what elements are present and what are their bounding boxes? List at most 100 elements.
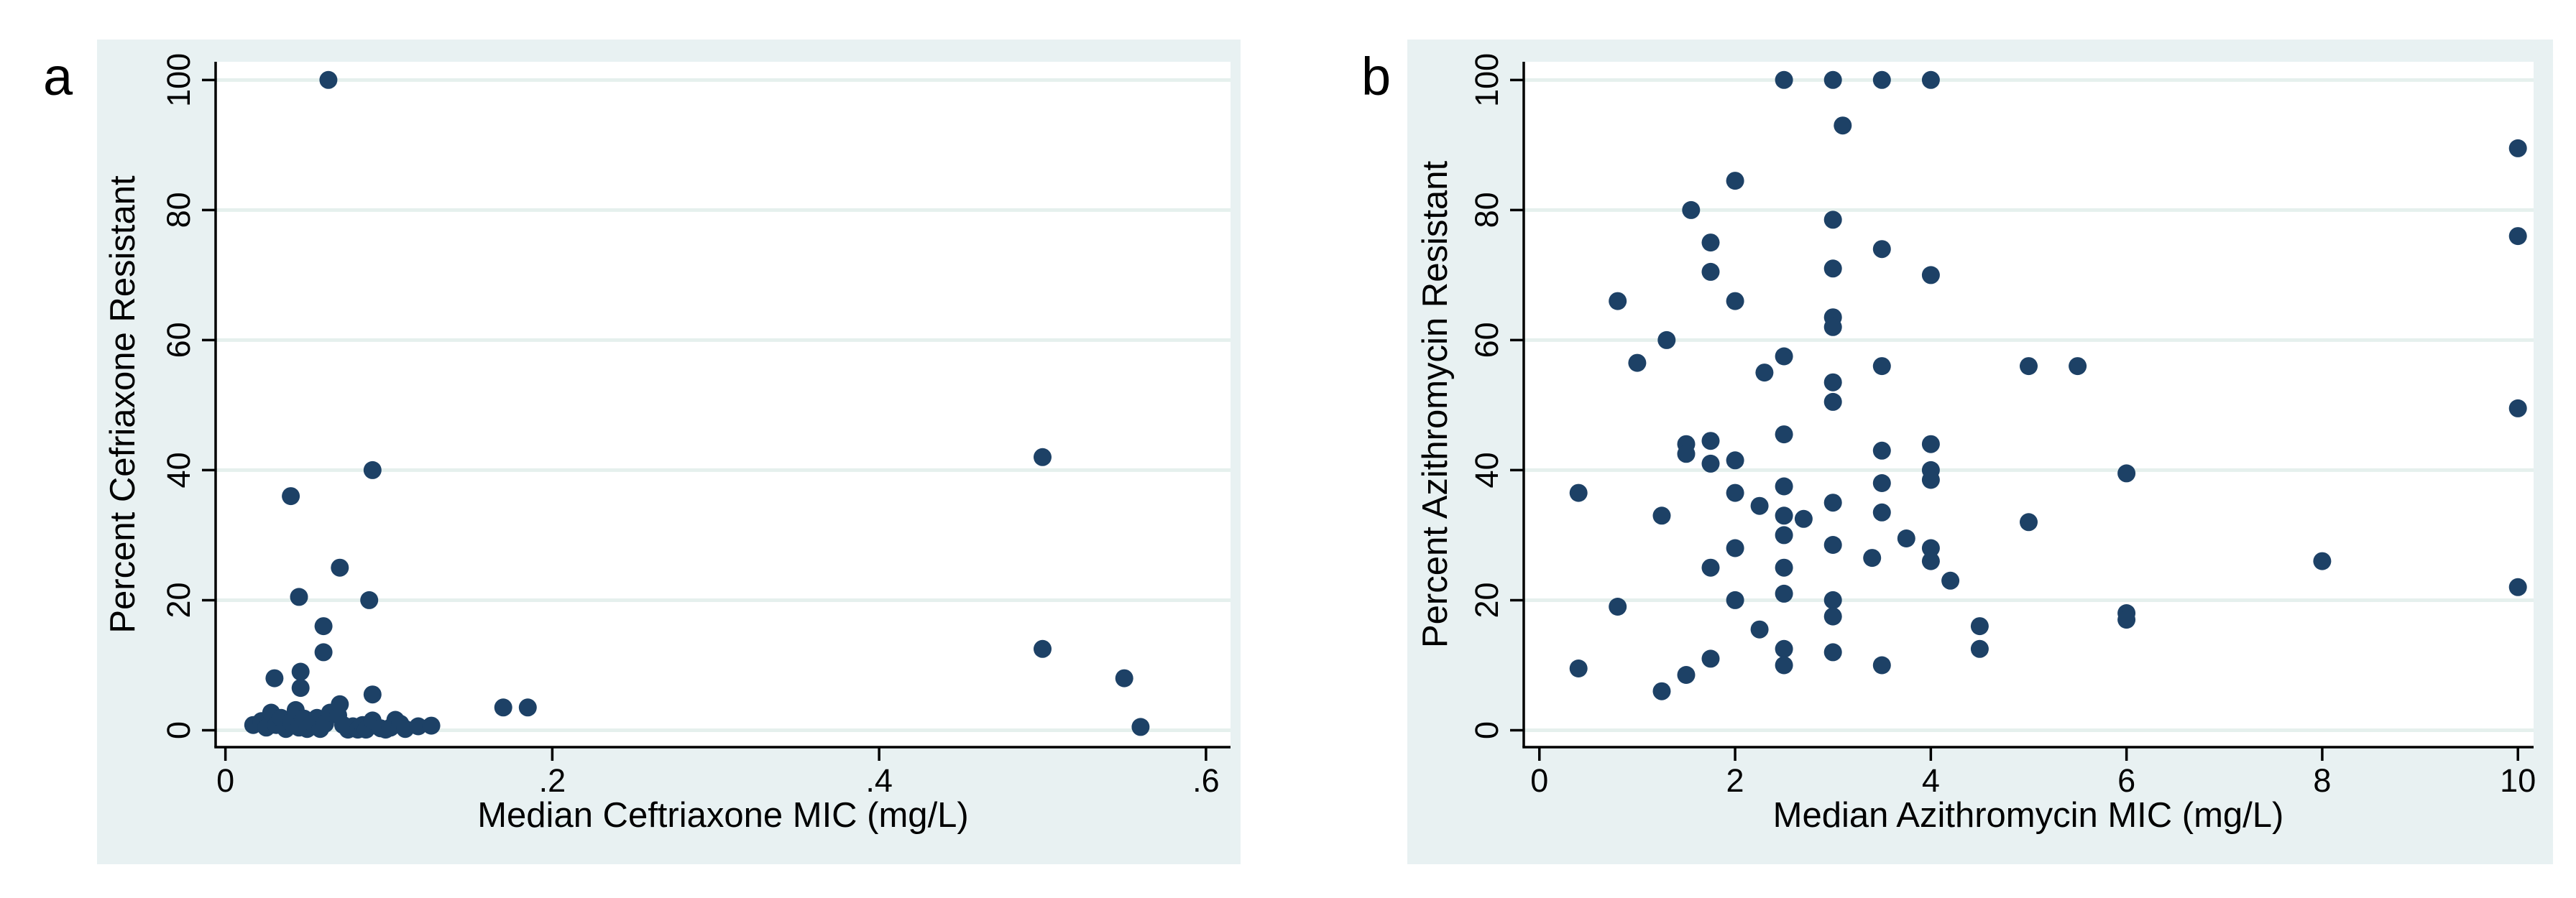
data-point xyxy=(1775,584,1793,603)
data-points xyxy=(244,70,1150,739)
y-tick-label: 100 xyxy=(160,53,197,107)
y-tick-label: 40 xyxy=(1468,452,1505,488)
data-point xyxy=(1726,539,1744,557)
data-point xyxy=(2313,552,2332,570)
data-point xyxy=(1652,506,1671,525)
data-point xyxy=(2117,464,2136,483)
data-points xyxy=(1569,70,2527,700)
data-point xyxy=(1750,620,1769,639)
data-point xyxy=(1872,656,1891,675)
data-point xyxy=(1823,643,1842,662)
data-point xyxy=(1941,571,1960,590)
data-point xyxy=(1863,549,1882,568)
data-point xyxy=(1682,200,1701,219)
data-point xyxy=(282,487,300,506)
data-point xyxy=(1775,347,1793,366)
data-point xyxy=(363,685,382,704)
plot-area xyxy=(1524,62,2534,747)
x-axis-title: Median Ceftriaxone MIC (mg/L) xyxy=(477,796,969,835)
data-point xyxy=(2508,139,2527,157)
data-point xyxy=(1115,669,1133,688)
data-point xyxy=(1823,210,1842,229)
data-point xyxy=(1750,496,1769,515)
data-point xyxy=(1775,425,1793,444)
data-point xyxy=(1755,364,1774,382)
data-point xyxy=(1775,639,1793,658)
data-point xyxy=(1970,639,1989,658)
data-point xyxy=(2117,611,2136,629)
data-point xyxy=(422,716,441,735)
y-tick-label: 100 xyxy=(1468,53,1505,107)
data-point xyxy=(1726,483,1744,502)
data-point xyxy=(1897,529,1915,547)
data-point xyxy=(1609,292,1627,310)
data-point xyxy=(1726,172,1744,190)
y-tick-label: 60 xyxy=(1468,322,1505,358)
data-point xyxy=(331,695,349,713)
x-tick-label: 2 xyxy=(1726,762,1744,799)
data-point xyxy=(1794,509,1813,528)
data-point xyxy=(2508,578,2527,596)
data-point xyxy=(1652,682,1671,700)
data-point xyxy=(2069,357,2087,376)
data-point xyxy=(265,669,284,688)
data-point xyxy=(1131,718,1150,736)
data-point xyxy=(1701,432,1720,450)
y-tick-label: 60 xyxy=(160,322,197,358)
data-point xyxy=(1775,70,1793,89)
data-point xyxy=(1823,392,1842,411)
data-point xyxy=(291,679,310,698)
data-point xyxy=(1034,448,1052,466)
y-axis-title: Percent Azithromycin Resistant xyxy=(1416,161,1455,648)
data-point xyxy=(1970,617,1989,636)
ceftriaxone-scatter-plot: 0 20 40 60 80 100 0 .2 .4 .6 Median Ceftriaxone M… xyxy=(104,53,1230,835)
data-point xyxy=(1823,259,1842,278)
y-axis-title: Percent Cefriaxone Resistant xyxy=(104,175,142,634)
y-tick-label: 80 xyxy=(160,192,197,228)
data-point xyxy=(1701,558,1720,577)
x-tick-label: 4 xyxy=(1922,762,1940,799)
axis-ticks: 0 20 40 60 80 100 0 .2 .4 .6 xyxy=(160,53,1220,799)
data-point xyxy=(1628,353,1647,372)
data-point xyxy=(291,662,310,681)
data-point xyxy=(1921,266,1940,284)
data-point xyxy=(1775,506,1793,525)
data-point xyxy=(1834,116,1852,135)
data-point xyxy=(331,558,349,577)
data-point xyxy=(1872,357,1891,376)
data-point xyxy=(2508,399,2527,417)
x-axis-title: Median Azithromycin MIC (mg/L) xyxy=(1773,796,2284,835)
y-tick-label: 0 xyxy=(1468,721,1505,739)
data-point xyxy=(1775,526,1793,545)
data-point xyxy=(314,617,333,636)
data-point xyxy=(409,717,428,736)
data-point xyxy=(1872,240,1891,259)
data-point xyxy=(1872,474,1891,492)
x-tick-label: 8 xyxy=(2313,762,2331,799)
data-point xyxy=(1823,70,1842,89)
data-point xyxy=(1677,445,1696,463)
scatter-panel-a: 0 20 40 60 80 100 0 .2 .4 .6 Median Ceftriaxone M… xyxy=(97,40,1241,864)
data-point xyxy=(1921,539,1940,557)
x-tick-label: 0 xyxy=(216,762,234,799)
data-point xyxy=(363,460,382,479)
azithromycin-scatter-plot: 0 20 40 60 80 100 0 2 4 6 8 10 Median Azithromycin … xyxy=(1416,53,2536,835)
data-point xyxy=(518,698,537,717)
x-tick-label: .6 xyxy=(1192,762,1220,799)
y-tick-label: 0 xyxy=(160,721,197,739)
axis-ticks: 0 20 40 60 80 100 0 2 4 6 8 10 xyxy=(1468,53,2536,799)
data-point xyxy=(1701,649,1720,668)
data-point xyxy=(1726,591,1744,609)
data-point xyxy=(1775,477,1793,496)
data-point xyxy=(1569,483,1588,502)
data-point xyxy=(1726,292,1744,310)
data-point xyxy=(1569,659,1588,677)
data-point xyxy=(1823,591,1842,609)
data-point xyxy=(1872,503,1891,522)
plot-area xyxy=(216,62,1230,747)
data-point xyxy=(1921,471,1940,489)
gridlines xyxy=(216,78,1230,732)
data-point xyxy=(319,70,338,89)
data-point xyxy=(1677,666,1696,684)
data-point xyxy=(1921,552,1940,570)
